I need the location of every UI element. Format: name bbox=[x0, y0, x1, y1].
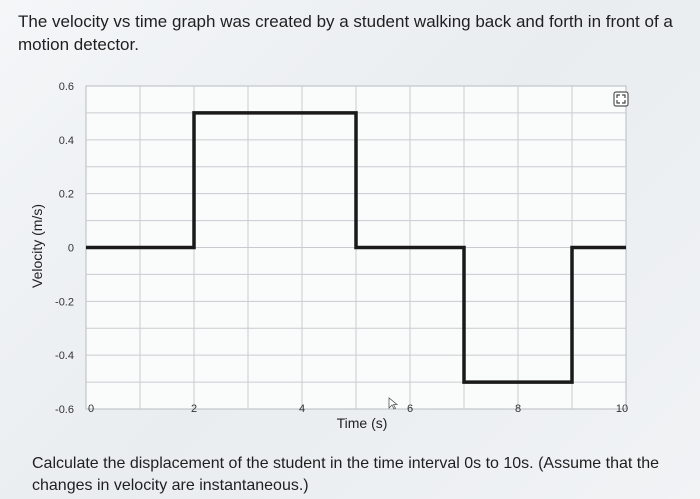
y-tick-label: -0.6 bbox=[55, 404, 74, 416]
y-tick-label: -0.4 bbox=[55, 350, 74, 362]
x-axis-title: Time (s) bbox=[337, 415, 388, 431]
y-tick-labels: 0.6 0.4 0.2 0 -0.2 -0.4 -0.6 bbox=[55, 81, 74, 416]
question-text: The velocity vs time graph was created b… bbox=[18, 12, 673, 54]
series-group bbox=[86, 111, 626, 384]
y-axis-title: Velocity (m/s) bbox=[29, 204, 45, 288]
y-tick-label: 0.2 bbox=[59, 189, 74, 201]
y-tick-label: -0.2 bbox=[55, 296, 74, 308]
y-tick-label: 0 bbox=[68, 243, 74, 255]
prompt-text: Calculate the displacement of the studen… bbox=[32, 455, 660, 494]
y-tick-label: 0.6 bbox=[59, 81, 74, 93]
x-tick-labels: 0 2 4 6 8 10 bbox=[88, 403, 628, 415]
x-tick-label: 10 bbox=[616, 403, 628, 415]
x-tick-label: 8 bbox=[515, 403, 521, 415]
x-tick-label: 2 bbox=[191, 403, 197, 415]
x-tick-label: 6 bbox=[407, 403, 413, 415]
x-tick-label: 0 bbox=[88, 403, 94, 415]
expand-icon[interactable] bbox=[613, 91, 629, 107]
cursor-icon bbox=[388, 397, 399, 410]
y-tick-label: 0.4 bbox=[59, 135, 74, 147]
velocity-series-line bbox=[86, 111, 626, 384]
x-tick-label: 4 bbox=[299, 403, 305, 415]
